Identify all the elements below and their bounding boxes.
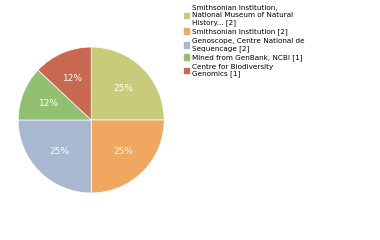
Wedge shape xyxy=(18,70,91,120)
Wedge shape xyxy=(38,47,91,120)
Text: 25%: 25% xyxy=(113,148,133,156)
Text: 25%: 25% xyxy=(113,84,133,92)
Wedge shape xyxy=(91,47,164,120)
Text: 25%: 25% xyxy=(49,148,69,156)
Legend: Smithsonian Institution,
National Museum of Natural
History... [2], Smithsonian : Smithsonian Institution, National Museum… xyxy=(182,4,306,79)
Text: 12%: 12% xyxy=(39,99,59,108)
Wedge shape xyxy=(18,120,91,193)
Wedge shape xyxy=(91,120,164,193)
Text: 12%: 12% xyxy=(63,74,83,83)
